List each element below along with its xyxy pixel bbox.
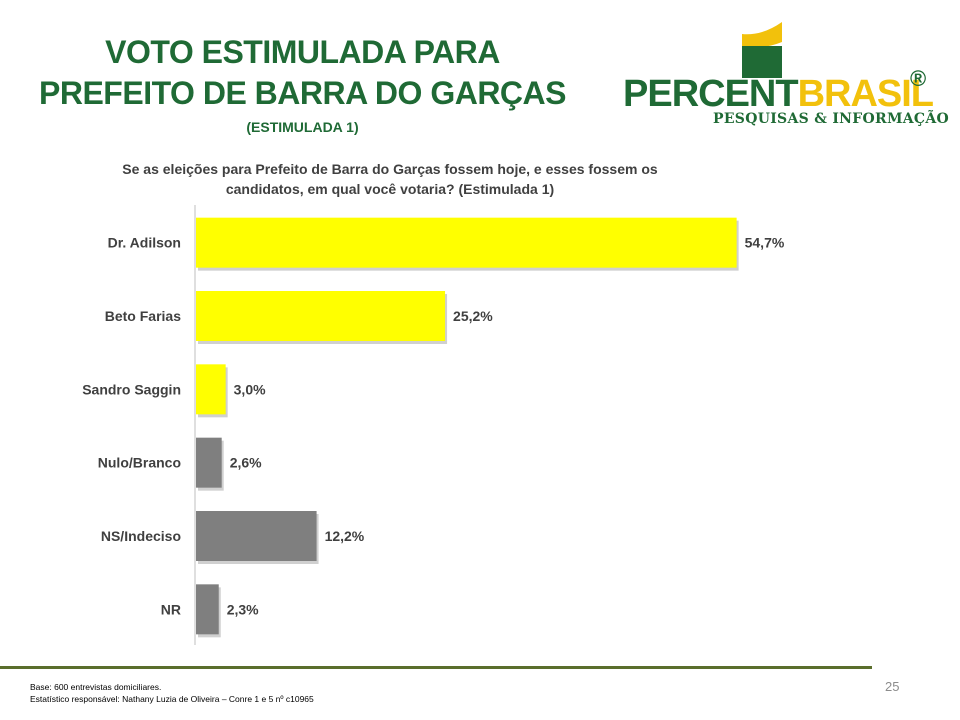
bar-0	[196, 217, 737, 268]
question-line1: Se as eleições para Prefeito de Barra do…	[122, 161, 658, 177]
bar-3	[196, 437, 222, 488]
registered-mark: ®	[910, 66, 927, 91]
logo-tagline: PESQUISAS & INFORMAÇÃO	[713, 111, 950, 127]
data-label: 12,2%	[325, 528, 365, 544]
logo-word-percent: PERCENT	[623, 73, 799, 115]
bar-1	[196, 291, 446, 341]
page-title-line1: VOTO ESTIMULADA PARA	[105, 34, 500, 70]
data-label: 2,3%	[227, 601, 259, 617]
data-label: 25,2%	[453, 308, 493, 324]
category-label: Nulo/Branco	[98, 455, 181, 471]
flag-icon	[742, 22, 782, 78]
footer-base: Base: 600 entrevistas domiciliares.	[30, 682, 162, 692]
page-title-line2: PREFEITO DE BARRA DO GARÇAS	[39, 75, 566, 111]
page-number: 25	[885, 679, 900, 694]
bar-5	[196, 584, 219, 635]
footer-statistician: Estatístico responsável: Nathany Luzia d…	[30, 694, 314, 704]
footer-divider	[0, 666, 872, 669]
bar-4	[196, 511, 317, 561]
bar-2	[196, 364, 226, 415]
category-label: Dr. Adilson	[108, 235, 181, 251]
footer-notes: Base: 600 entrevistas domiciliares. Esta…	[30, 681, 314, 705]
data-label: 3,0%	[234, 381, 266, 397]
data-label: 2,6%	[230, 455, 262, 471]
category-label: Sandro Saggin	[82, 381, 181, 397]
category-label: NR	[161, 601, 181, 617]
page-subtitle: (ESTIMULADA 1)	[246, 119, 359, 135]
percentbrasil-logo: PERCENTBRASIL ® PESQUISAS & INFORMAÇÃO	[620, 22, 949, 132]
survey-question: Se as eleições para Prefeito de Barra do…	[95, 159, 685, 199]
question-line2: candidatos, em qual você votaria? (Estim…	[225, 181, 555, 197]
category-label: NS/Indeciso	[101, 528, 181, 544]
logo-word-brasil: BRASIL	[797, 73, 934, 115]
bar-chart: Dr. Adilson 54,7% Beto Farias 25,2% Sandro S…	[82, 205, 785, 645]
category-label: Beto Farias	[105, 308, 181, 324]
logo-wordmark: PERCENTBRASIL	[623, 73, 934, 115]
data-label: 54,7%	[745, 235, 785, 251]
